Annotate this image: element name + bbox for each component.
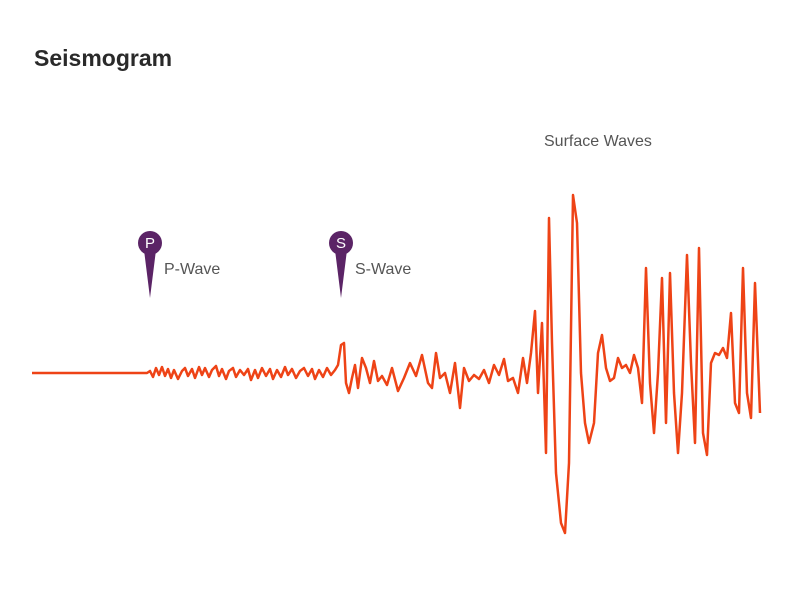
pin-head [138, 231, 162, 255]
marker-label: P-Wave [164, 261, 220, 278]
chart-title: Seismogram [34, 45, 172, 71]
pin [335, 250, 347, 298]
marker-label: S-Wave [355, 261, 411, 278]
pin [144, 250, 156, 298]
pin-letter: S [336, 235, 346, 252]
pin-letter: P [145, 235, 155, 252]
annotation: Surface Waves [544, 133, 652, 150]
seismic-line [32, 193, 762, 535]
pin-head [329, 231, 353, 255]
